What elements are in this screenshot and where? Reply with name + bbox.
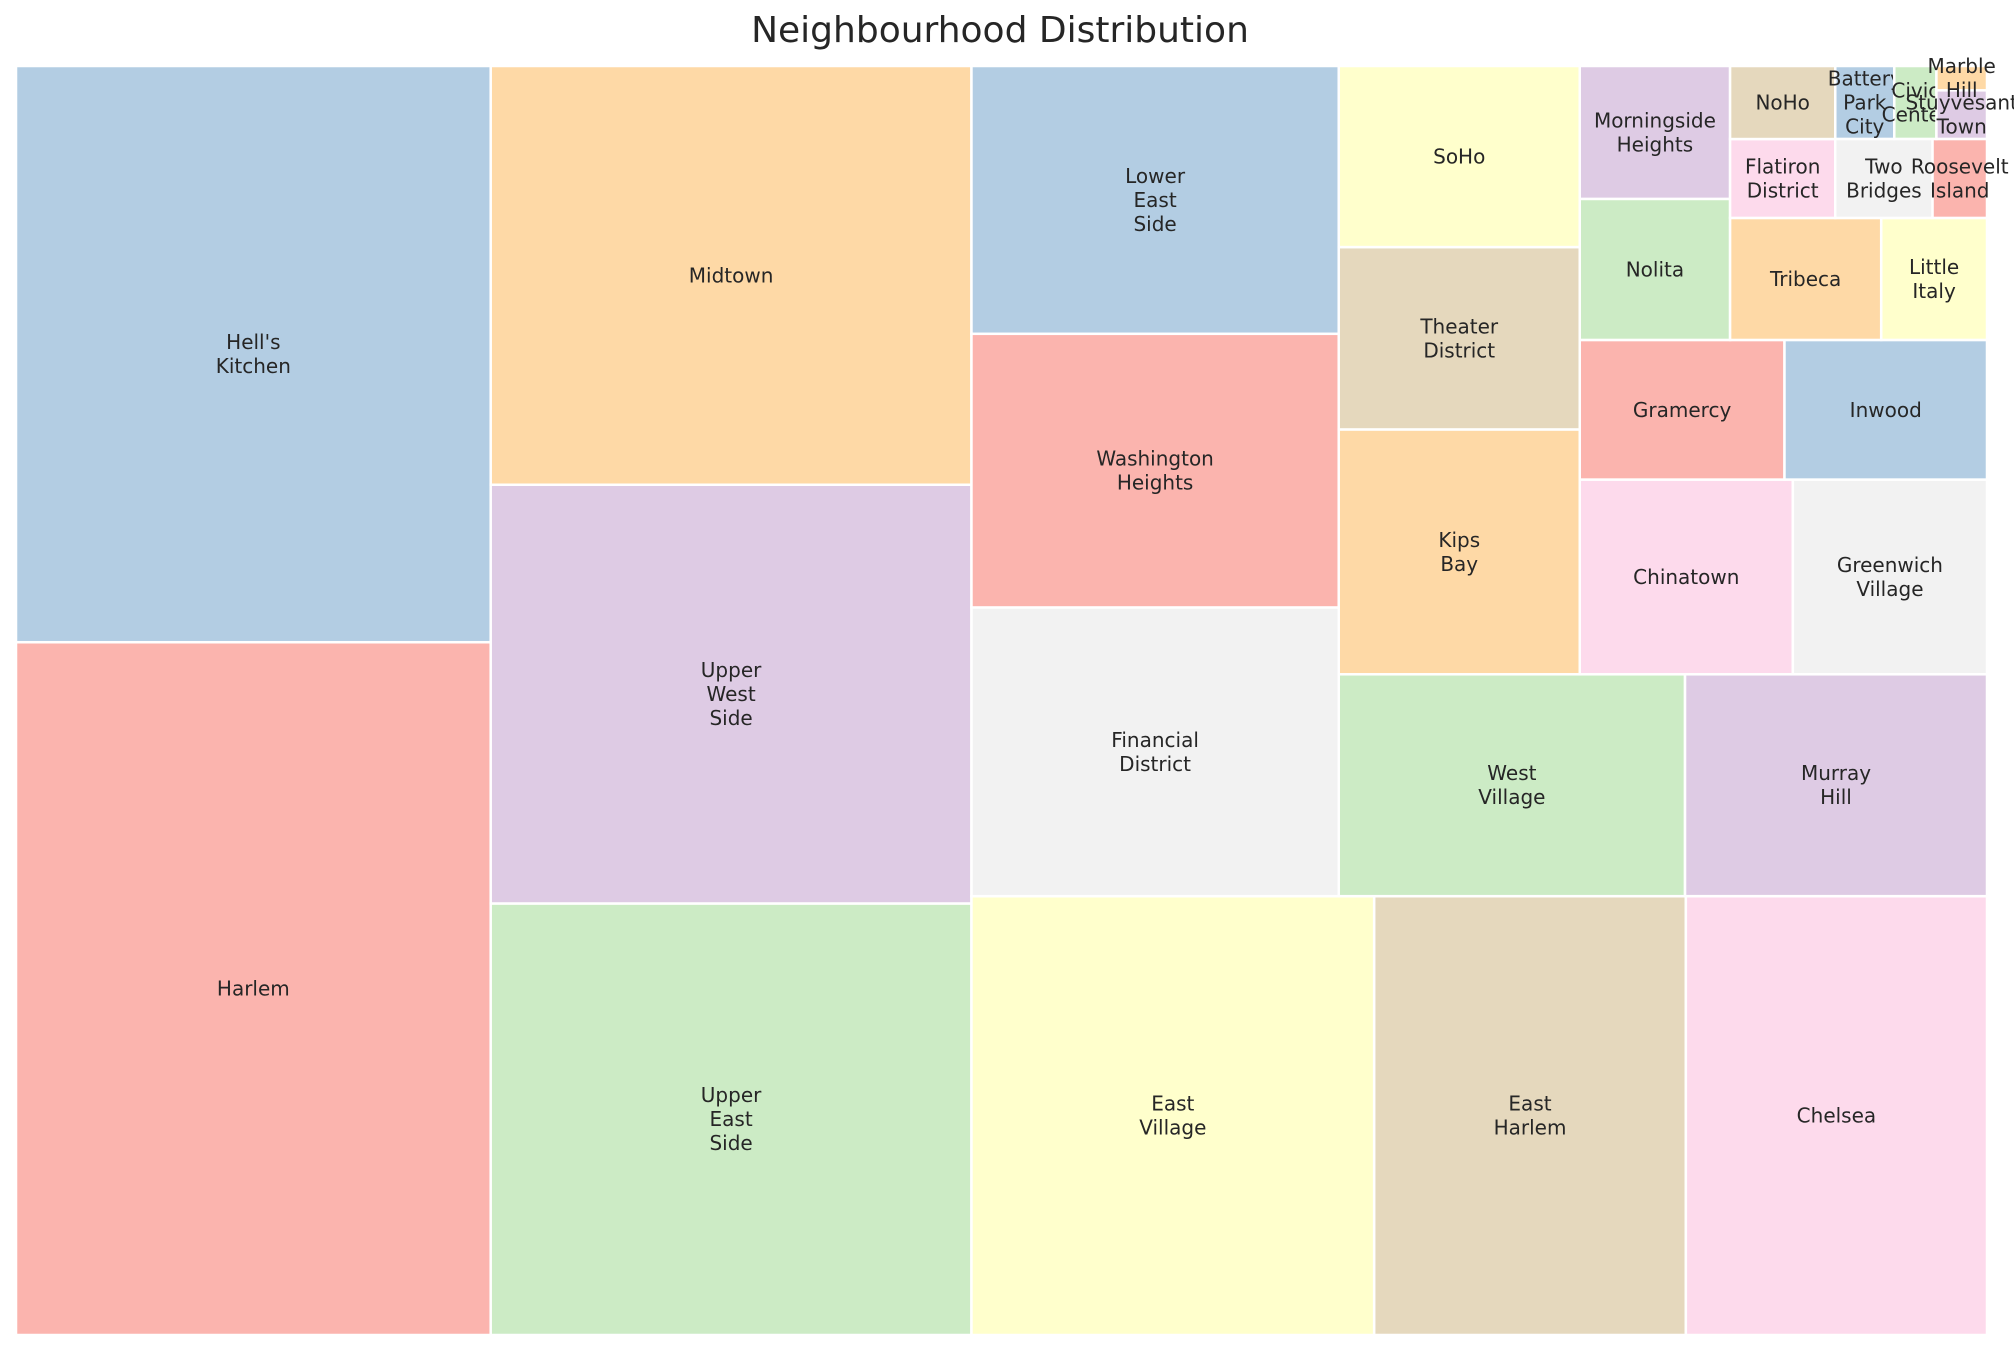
treemap-cell: Tribeca bbox=[1728, 216, 1883, 342]
treemap-cell: Marble Hill bbox=[1928, 54, 1996, 102]
treemap-tile bbox=[14, 64, 492, 644]
treemap-label: Gramercy bbox=[1633, 398, 1732, 422]
treemap-tile bbox=[1337, 673, 1687, 898]
treemap-cell: Little Italy bbox=[1879, 216, 1989, 342]
treemap-label: Marble Hill bbox=[1928, 54, 1996, 102]
treemap-cell: Flatiron District bbox=[1728, 137, 1837, 220]
treemap-tile bbox=[1578, 197, 1732, 342]
treemap-cell: Theater District bbox=[1337, 245, 1581, 431]
treemap-cell: Harlem bbox=[14, 640, 492, 1337]
treemap-cell: Greenwich Village bbox=[1791, 478, 1989, 676]
treemap-label: Midtown bbox=[689, 263, 774, 287]
treemap-tile bbox=[970, 332, 1340, 609]
treemap-cell: Inwood bbox=[1783, 338, 1989, 481]
treemap-tile bbox=[970, 606, 1340, 898]
treemap-cell: SoHo bbox=[1337, 64, 1581, 249]
treemap-label: Upper West Side bbox=[701, 658, 762, 730]
treemap-label: Lower East Side bbox=[1125, 164, 1186, 236]
treemap-cell: West Village bbox=[1337, 673, 1687, 898]
treemap-tile bbox=[970, 894, 1376, 1337]
treemap-tile bbox=[1578, 64, 1732, 201]
treemap-label: Greenwich Village bbox=[1837, 553, 1943, 601]
treemap-tile bbox=[1931, 137, 1989, 220]
treemap-tile bbox=[1683, 673, 1989, 898]
treemap-cell: Battery Park City bbox=[1828, 64, 1902, 141]
treemap-tile bbox=[1893, 64, 1938, 141]
treemap-cell: Gramercy bbox=[1578, 338, 1786, 481]
treemap-label: Financial District bbox=[1111, 728, 1199, 776]
treemap-cell: Lower East Side bbox=[970, 64, 1340, 336]
treemap-cell: Hell's Kitchen bbox=[14, 64, 492, 644]
treemap-label: NoHo bbox=[1755, 91, 1809, 115]
treemap-label: East Village bbox=[1139, 1092, 1206, 1140]
treemap-cell: Nolita bbox=[1578, 197, 1732, 342]
treemap-label: East Harlem bbox=[1494, 1092, 1567, 1140]
treemap-cell: Upper East Side bbox=[489, 902, 973, 1337]
treemap-cell: Financial District bbox=[970, 606, 1340, 898]
treemap-label: Chinatown bbox=[1633, 565, 1739, 589]
treemap-label: Theater District bbox=[1419, 314, 1499, 362]
treemap-tile bbox=[489, 902, 973, 1337]
treemap-label: SoHo bbox=[1433, 145, 1485, 169]
treemap-label: Morningside Heights bbox=[1594, 108, 1716, 156]
treemap-cell: Chelsea bbox=[1684, 894, 1989, 1337]
treemap-tile bbox=[1834, 64, 1896, 141]
treemap-label: Two Bridges bbox=[1846, 154, 1922, 202]
treemap-tile bbox=[1879, 216, 1989, 342]
treemap-tile bbox=[970, 64, 1340, 336]
treemap-label: Kips Bay bbox=[1438, 528, 1480, 576]
treemap-cell: Kips Bay bbox=[1337, 428, 1581, 676]
treemap-label: Stuyvesant Town bbox=[1906, 91, 2014, 139]
treemap-tile bbox=[489, 64, 973, 486]
treemap-cell: Roosevelt Island bbox=[1911, 137, 2009, 220]
treemap-label: West Village bbox=[1478, 761, 1545, 809]
treemap-cell: Midtown bbox=[489, 64, 973, 486]
treemap-cell: NoHo bbox=[1728, 64, 1837, 141]
treemap-label: Upper East Side bbox=[701, 1083, 762, 1155]
treemap-label: Little Italy bbox=[1909, 255, 1959, 303]
treemap-label: Tribeca bbox=[1769, 267, 1841, 291]
chart-title: Neighbourhood Distribution bbox=[751, 10, 1249, 51]
treemap-cell: Washington Heights bbox=[970, 332, 1340, 609]
treemap-label: Roosevelt Island bbox=[1911, 154, 2009, 202]
treemap-cell: Chinatown bbox=[1578, 478, 1795, 676]
treemap-tile bbox=[1372, 894, 1688, 1337]
treemap-cell: East Harlem bbox=[1372, 894, 1688, 1337]
treemap-label: Hell's Kitchen bbox=[216, 330, 291, 378]
treemap-tile bbox=[14, 640, 492, 1337]
treemap-tile bbox=[1935, 64, 1989, 92]
treemap-label: Chelsea bbox=[1797, 1104, 1876, 1128]
treemap-tile bbox=[1935, 89, 1989, 141]
treemap-label: Battery Park City bbox=[1828, 66, 1902, 138]
treemap-cell: East Village bbox=[970, 894, 1376, 1337]
treemap-label: Nolita bbox=[1626, 257, 1684, 281]
treemap-tile bbox=[1728, 137, 1837, 220]
treemap-label: Washington Heights bbox=[1096, 447, 1214, 495]
treemap-label: Inwood bbox=[1850, 398, 1922, 422]
treemap-cell: Stuyvesant Town bbox=[1906, 89, 2014, 141]
treemap-cell: Murray Hill bbox=[1683, 673, 1989, 898]
treemap-tile bbox=[1728, 216, 1883, 342]
treemap-label: Harlem bbox=[217, 977, 290, 1001]
treemap-label: Flatiron District bbox=[1745, 154, 1820, 202]
treemap-tile bbox=[1684, 894, 1989, 1337]
treemap-cell: Civic Center bbox=[1882, 64, 1950, 141]
treemap-tile bbox=[1337, 245, 1581, 431]
treemap-cell: Morningside Heights bbox=[1578, 64, 1732, 201]
treemap-label: Murray Hill bbox=[1801, 761, 1871, 809]
treemap-cell: Upper West Side bbox=[489, 483, 973, 905]
treemap-tile bbox=[1337, 428, 1581, 676]
